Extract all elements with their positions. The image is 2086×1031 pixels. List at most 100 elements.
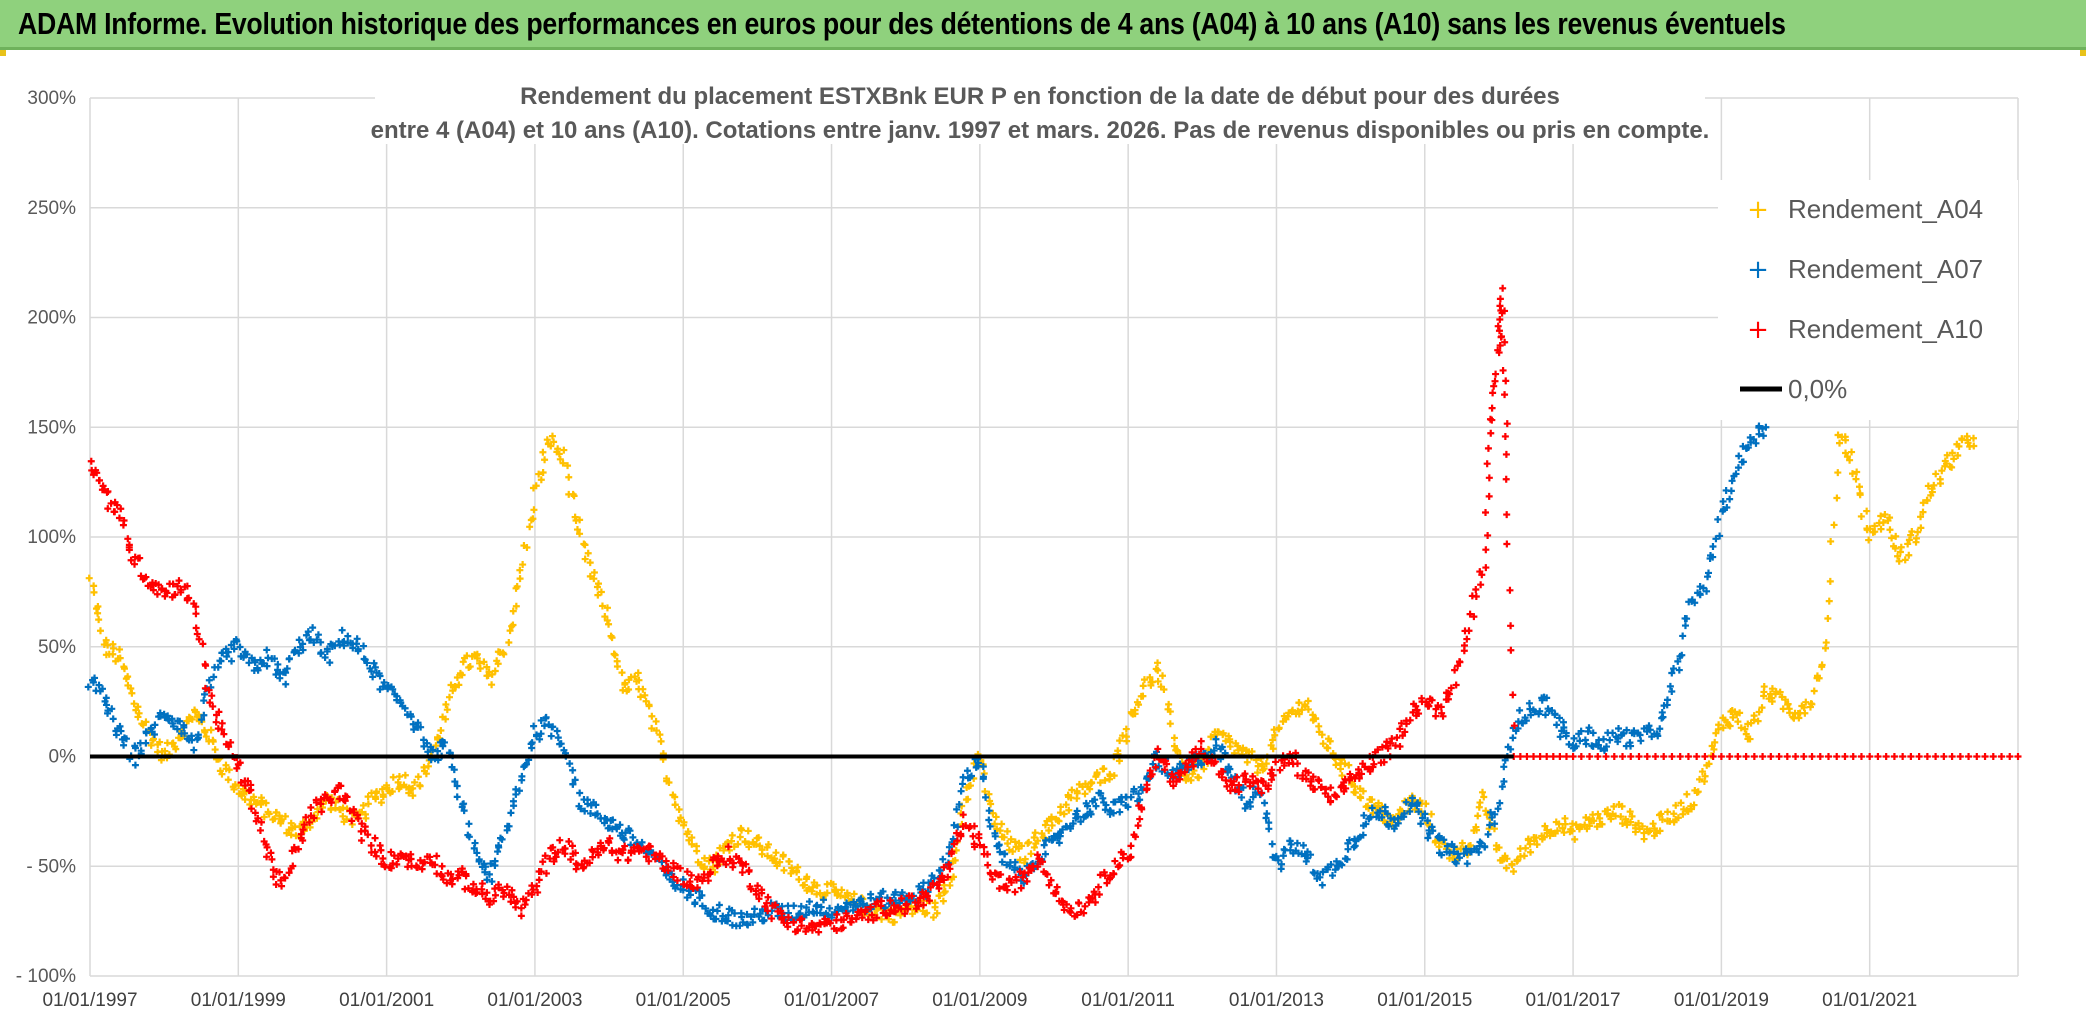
marker-a10 — [124, 535, 132, 543]
marker-a10 — [1268, 766, 1276, 774]
marker-a10 — [1496, 341, 1504, 349]
marker-a07 — [1097, 789, 1105, 797]
marker-a07 — [592, 801, 600, 809]
marker-a10 — [1269, 771, 1277, 779]
marker-a04 — [1295, 710, 1303, 718]
marker-a04 — [1742, 730, 1750, 738]
marker-a10 — [117, 505, 125, 513]
marker-a04 — [594, 580, 602, 588]
corner-marker-left — [0, 50, 6, 56]
marker-a10 — [513, 897, 521, 905]
marker-a10 — [254, 814, 262, 822]
marker-a10 — [673, 877, 681, 885]
marker-a07 — [1654, 732, 1662, 740]
marker-a07 — [820, 896, 828, 904]
marker-a07 — [879, 887, 887, 895]
marker-a04 — [1834, 469, 1842, 477]
marker-a10 — [1094, 883, 1102, 891]
marker-a04 — [405, 789, 413, 797]
marker-a04 — [96, 627, 104, 635]
marker-a10 — [983, 850, 991, 858]
marker-a07 — [547, 732, 555, 740]
marker-a04 — [1711, 738, 1719, 746]
marker-a07 — [349, 644, 357, 652]
marker-a04 — [1919, 508, 1927, 516]
marker-a04 — [1553, 827, 1561, 835]
marker-a10 — [1354, 766, 1362, 774]
marker-a07 — [1059, 825, 1067, 833]
marker-a10 — [193, 630, 201, 638]
marker-a04 — [526, 523, 534, 531]
marker-a04 — [1260, 765, 1268, 773]
marker-a04 — [447, 681, 455, 689]
marker-a10 — [1668, 753, 1676, 760]
marker-a07 — [1484, 830, 1492, 838]
marker-a07 — [986, 822, 994, 830]
marker-a10 — [418, 865, 426, 873]
marker-a04 — [795, 876, 803, 884]
marker-a10 — [927, 883, 935, 891]
marker-a10 — [92, 466, 100, 474]
marker-a04 — [230, 785, 238, 793]
marker-a10 — [946, 865, 954, 873]
marker-a07 — [1198, 761, 1206, 769]
legend-label-a04: Rendement_A04 — [1788, 194, 1983, 224]
marker-a07 — [982, 793, 990, 801]
marker-a10 — [1116, 861, 1124, 869]
marker-a07 — [802, 903, 810, 911]
marker-a10 — [462, 872, 470, 880]
marker-a07 — [1555, 714, 1563, 722]
marker-a10 — [839, 924, 847, 932]
series-a07 — [84, 422, 1770, 930]
marker-a10 — [205, 686, 213, 694]
marker-a10 — [944, 873, 952, 881]
marker-a07 — [1678, 651, 1686, 659]
marker-a04 — [314, 805, 322, 813]
marker-a07 — [483, 876, 491, 884]
marker-a10 — [522, 896, 530, 904]
marker-a10 — [873, 914, 881, 922]
marker-a04 — [459, 658, 467, 666]
marker-a04 — [939, 897, 947, 905]
marker-a04 — [128, 689, 136, 697]
marker-a10 — [1503, 540, 1511, 548]
marker-a04 — [1021, 855, 1029, 863]
marker-a10 — [858, 914, 866, 922]
marker-a04 — [265, 810, 273, 818]
marker-a07 — [369, 673, 377, 681]
y-tick-label: 250% — [27, 198, 76, 219]
marker-a07 — [380, 679, 388, 687]
marker-a10 — [1406, 716, 1414, 724]
marker-a10 — [1327, 784, 1335, 792]
marker-a10 — [192, 610, 200, 618]
marker-a07 — [950, 821, 958, 829]
marker-a07 — [1077, 818, 1085, 826]
marker-a07 — [621, 829, 629, 837]
marker-a04 — [1057, 803, 1065, 811]
marker-a10 — [790, 919, 798, 927]
marker-a04 — [929, 913, 937, 921]
marker-a10 — [1530, 753, 1538, 760]
marker-a07 — [170, 722, 178, 730]
marker-a07 — [317, 638, 325, 646]
marker-a04 — [1912, 534, 1920, 542]
marker-a04 — [1866, 525, 1874, 533]
marker-a07 — [1278, 860, 1286, 868]
marker-a04 — [1368, 796, 1376, 804]
marker-a10 — [483, 889, 491, 897]
marker-a07 — [778, 902, 786, 910]
marker-a04 — [744, 827, 752, 835]
marker-a07 — [1327, 861, 1335, 869]
marker-a04 — [1696, 775, 1704, 783]
marker-a10 — [988, 875, 996, 883]
marker-a10 — [1899, 753, 1907, 760]
marker-a04 — [843, 889, 851, 897]
marker-a04 — [1122, 725, 1130, 733]
marker-a10 — [1148, 770, 1156, 778]
marker-a10 — [886, 897, 894, 905]
marker-a07 — [1366, 813, 1374, 821]
marker-a10 — [1660, 753, 1668, 760]
marker-a07 — [465, 833, 473, 841]
marker-a10 — [1412, 702, 1420, 710]
marker-a04 — [677, 814, 685, 822]
